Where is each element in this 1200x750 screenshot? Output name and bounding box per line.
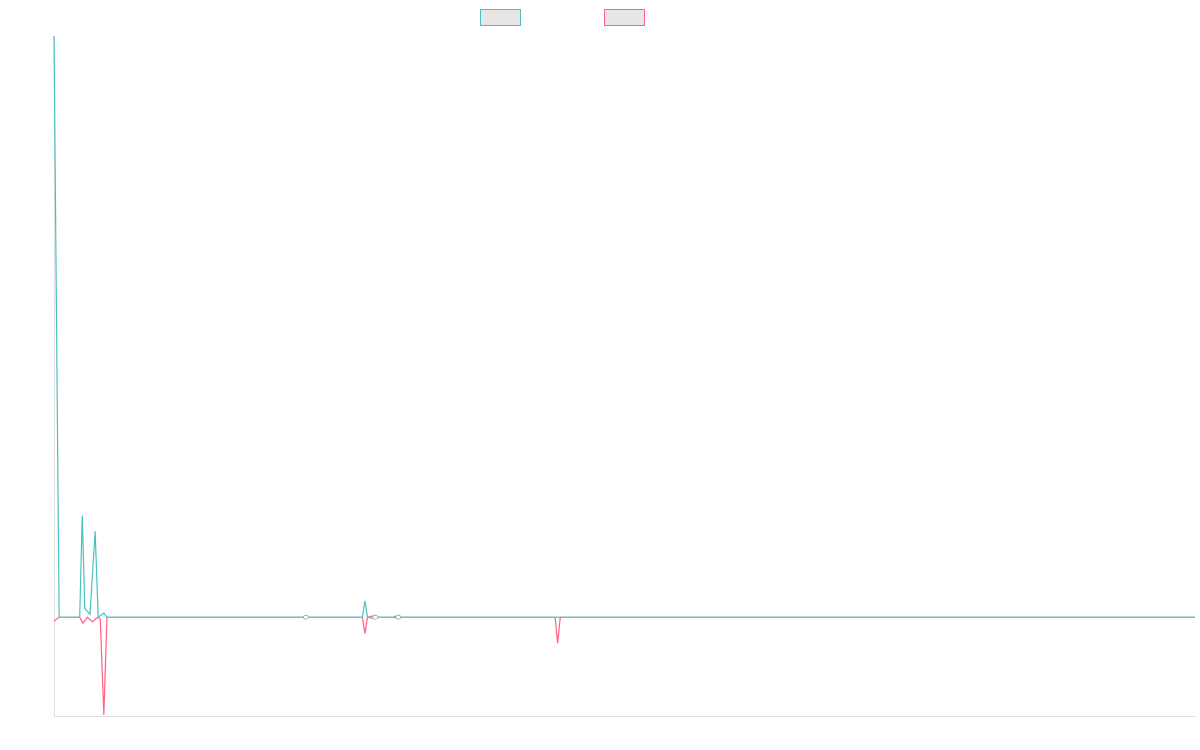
series-a-line [53, 35, 1195, 619]
series-layer [53, 35, 1195, 715]
data-point-marker [302, 614, 309, 620]
legend [480, 9, 645, 26]
series-b-line [53, 615, 1195, 715]
data-point-marker [372, 614, 379, 620]
axes [54, 36, 1195, 717]
legend-swatch-series-a[interactable] [480, 9, 521, 26]
marker-layer [302, 614, 402, 620]
legend-swatch-series-b[interactable] [604, 9, 645, 26]
data-point-marker [395, 614, 402, 620]
